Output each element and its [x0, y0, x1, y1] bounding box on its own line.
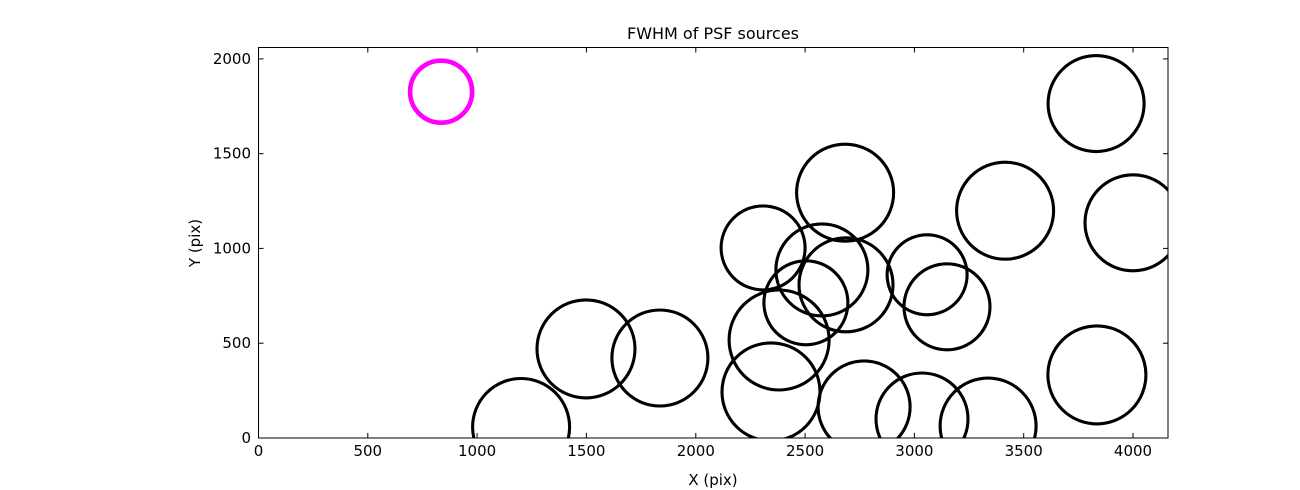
x-tick-label: 1500 [567, 442, 605, 460]
psf-source-marker [719, 204, 807, 292]
y-tick-label: 0 [241, 429, 251, 447]
psf-source-marker [938, 376, 1038, 438]
plot-area [258, 47, 1169, 439]
psf-source-marker [816, 359, 912, 438]
chart-title: FWHM of PSF sources [627, 24, 799, 43]
psf-source-marker [874, 371, 970, 438]
x-axis-label: X (pix) [688, 471, 737, 489]
axes-ticks-layer: 0 500 1000 1500 2000 2500 3000 3500 4000 0 500 1000… [213, 47, 1168, 460]
psf-source-marker [1083, 173, 1168, 273]
psf-source-marker [797, 236, 895, 334]
psf-source-marker [885, 233, 969, 317]
psf-source-marker [902, 262, 992, 352]
psf-source-marker [795, 142, 896, 243]
psf-source-marker [1046, 54, 1146, 154]
psf-source-marker [535, 298, 637, 400]
x-tick-label: 3000 [895, 442, 933, 460]
psf-source-marker [1046, 324, 1148, 426]
psf-source-marker [774, 222, 870, 318]
data-points-layer [407, 54, 1168, 438]
x-tick-label: 1000 [458, 442, 496, 460]
y-tick-label: 1000 [213, 239, 251, 257]
psf-source-marker [610, 308, 710, 408]
x-tick-label: 2500 [786, 442, 824, 460]
psf-source-marker [720, 341, 822, 438]
y-tick-label: 2000 [213, 50, 251, 68]
psf-source-marker [727, 288, 831, 392]
psf-source-marker [955, 160, 1056, 261]
x-tick-label: 500 [353, 442, 382, 460]
x-tick-label: 0 [254, 442, 264, 460]
psf-source-marker [471, 376, 572, 438]
x-tick-label: 2000 [677, 442, 715, 460]
y-tick-label: 1500 [213, 145, 251, 163]
x-tick-label: 3500 [1005, 442, 1043, 460]
y-tick-label: 500 [222, 334, 251, 352]
x-tick-label: 4000 [1114, 442, 1152, 460]
y-axis-label: Y (pix) [186, 219, 204, 268]
highlighted-psf-marker [407, 58, 475, 125]
